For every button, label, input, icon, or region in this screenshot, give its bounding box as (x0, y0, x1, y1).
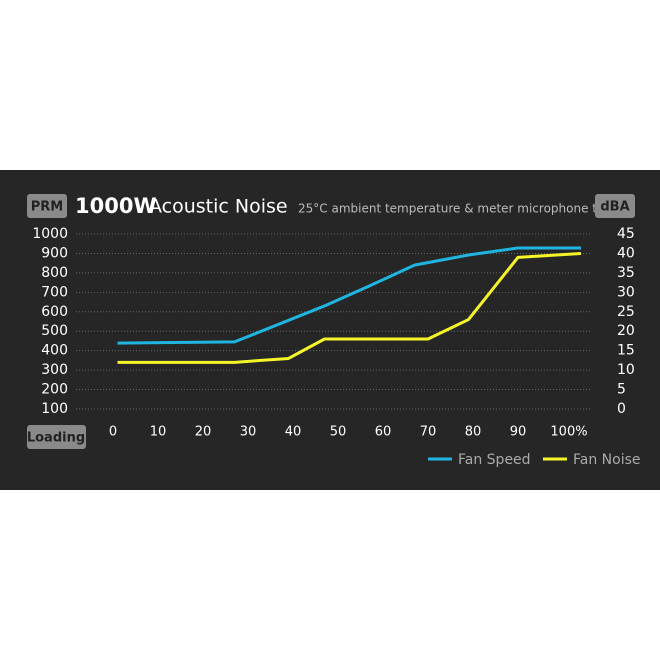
x-tick-label: 40 (285, 425, 302, 440)
subtitle: 25°C ambient temperature & meter microph… (298, 202, 616, 216)
series-line (117, 251, 582, 364)
x-tick-label: 80 (465, 425, 482, 440)
x-tick-label: 50 (330, 425, 347, 440)
badge: PRM (31, 200, 63, 215)
x-tick-label: 0 (109, 425, 117, 440)
y-tick-label: 700 (41, 284, 68, 300)
x-tick-label: 100% (550, 425, 587, 440)
y-tick-label: 900 (41, 245, 68, 261)
y2-tick-label: 45 (617, 226, 635, 242)
y2-tick-label: 0 (617, 401, 626, 417)
legend-label: Fan Noise (573, 452, 641, 468)
y-tick-label: 200 (41, 382, 68, 398)
x-tick-label: 90 (510, 425, 527, 440)
y-tick-label: 100 (41, 401, 68, 417)
legend-label: Fan Speed (458, 452, 531, 468)
x-label: Loading (27, 431, 85, 446)
y-tick-label: 300 (41, 362, 68, 378)
y2-tick-label: 15 (617, 343, 635, 359)
y2-tick-label: 25 (617, 304, 635, 320)
x-tick-label: 20 (195, 425, 212, 440)
y2-label-box (595, 194, 635, 218)
y2-tick-label: 10 (617, 362, 635, 378)
y2-tick-label: 40 (617, 245, 635, 261)
y-tick-label: 500 (41, 323, 68, 339)
y2-tick-label: 30 (617, 284, 635, 300)
x-tick-label: 30 (240, 425, 257, 440)
y-tick-label: 600 (41, 304, 68, 320)
y-tick-label: 400 (41, 343, 68, 359)
x-label-box (27, 425, 86, 449)
y-tick-label: 1000 (32, 226, 68, 242)
y2-tick-label: 35 (617, 265, 635, 281)
x-tick-label: 10 (150, 425, 167, 440)
panel (0, 170, 660, 490)
x-tick-label: 70 (420, 425, 437, 440)
y2-tick-label: 5 (617, 382, 626, 398)
title-bold: 1000W (75, 194, 157, 218)
y2-label: dBA (600, 200, 629, 215)
chart-title: Acoustic Noise (149, 196, 288, 218)
badge-box (27, 194, 67, 218)
x-tick-label: 60 (375, 425, 392, 440)
y-tick-label: 800 (41, 265, 68, 281)
series-line (117, 246, 581, 345)
y2-tick-label: 20 (617, 323, 635, 339)
